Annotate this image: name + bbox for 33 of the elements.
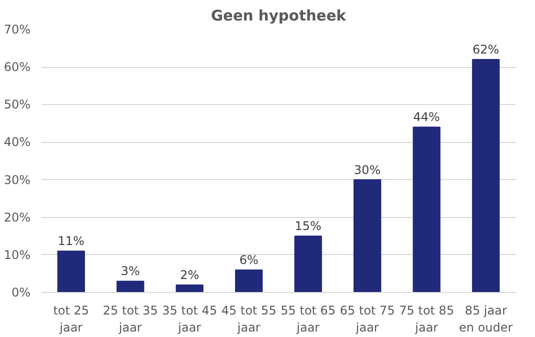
x-tick-label: 65 tot 75 jaar [340, 304, 395, 334]
data-label: 62% [472, 42, 500, 57]
y-tick-label: 20% [4, 210, 30, 224]
data-label: 11% [58, 234, 84, 248]
data-label: 30% [354, 162, 381, 177]
data-label: 6% [239, 252, 258, 267]
x-tick-label: 85 jaar en ouder [459, 304, 513, 334]
y-tick-label: 30% [4, 172, 30, 187]
bar [354, 179, 382, 292]
y-tick-label: 10% [4, 248, 30, 262]
y-tick-label: 60% [4, 60, 30, 74]
data-label: 2% [180, 268, 200, 282]
x-tick-label: 45 tot 55 jaar [221, 304, 276, 334]
bar [116, 280, 144, 292]
bar [235, 269, 263, 292]
y-tick-label: 70% [4, 22, 30, 36]
y-tick-label: 0% [11, 286, 31, 300]
x-tick-label: tot 25 jaar [53, 304, 90, 334]
bar [176, 284, 204, 292]
chart-title: Geen hypotheek [210, 8, 348, 24]
bar [472, 59, 500, 292]
x-tick-label: 75 tot 85 jaar [399, 304, 454, 334]
x-tick-label: 25 tot 35 jaar [102, 304, 158, 334]
y-tick-label: 50% [4, 98, 30, 112]
bar [57, 250, 85, 292]
x-tick-label: 55 tot 65 jaar [280, 304, 336, 334]
data-label: 3% [120, 264, 140, 278]
y-tick-label: 40% [4, 135, 30, 150]
bar [294, 236, 322, 292]
data-label: 44% [413, 110, 440, 124]
bar [412, 126, 440, 292]
data-label: 15% [294, 219, 322, 234]
x-tick-label: 35 tot 45 jaar [162, 304, 218, 334]
